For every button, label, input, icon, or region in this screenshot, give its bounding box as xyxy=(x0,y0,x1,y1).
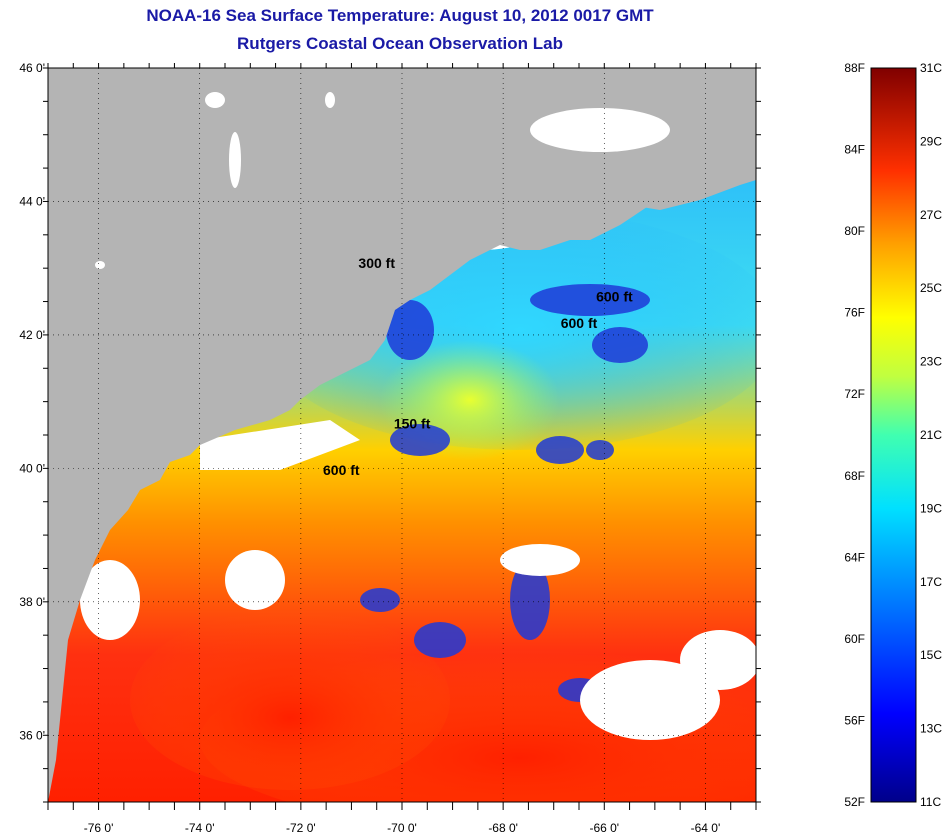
colorbar-fahrenheit-label: 64F xyxy=(844,550,865,564)
lat-label: 38 0' xyxy=(19,595,45,609)
colorbar-fahrenheit-label: 68F xyxy=(844,469,865,483)
isobath-label: 600 ft xyxy=(323,462,360,478)
lon-label: -72 0' xyxy=(286,821,316,835)
lon-label: -68 0' xyxy=(488,821,518,835)
colorbar-celsius-label: 31C xyxy=(920,61,942,75)
lon-label: -66 0' xyxy=(589,821,619,835)
lon-label: -76 0' xyxy=(84,821,114,835)
colorbar-fahrenheit-label: 88F xyxy=(844,61,865,75)
colorbar-fahrenheit-label: 60F xyxy=(844,632,865,646)
land-mass xyxy=(48,68,756,802)
isobath-label: 600 ft xyxy=(596,289,633,305)
colorbar-celsius-label: 17C xyxy=(920,575,942,589)
colorbar-fahrenheit-label: 76F xyxy=(844,306,865,320)
colorbar-celsius-label: 13C xyxy=(920,722,942,736)
isobath-label: 600 ft xyxy=(561,315,598,331)
lat-label: 46 0' xyxy=(19,61,45,75)
lat-label: 44 0' xyxy=(19,194,45,208)
map-area xyxy=(48,68,756,802)
lon-label: -70 0' xyxy=(387,821,417,835)
color-bar xyxy=(870,67,917,803)
nova-scotia-land xyxy=(610,118,756,210)
colorbar-celsius-label: 23C xyxy=(920,355,942,369)
axis-ticks: 46 0' 44 0' 42 0' 40 0' 38 0' 36 0' -76 0' -74 … xyxy=(19,61,761,835)
colorbar-celsius-label: 11C xyxy=(920,795,941,809)
color-bar-ticks: 88F 84F 80F 76F 72F 68F 64F 60F 56F 52F 31C 29C 27C 2… xyxy=(844,61,942,809)
colorbar-celsius-label: 19C xyxy=(920,501,942,515)
lat-label: 36 0' xyxy=(19,728,45,742)
map-subtitle: Rutgers Coastal Ocean Observation Lab xyxy=(237,34,563,53)
map-title: NOAA-16 Sea Surface Temperature: August … xyxy=(146,6,654,25)
colorbar-fahrenheit-label: 72F xyxy=(844,387,865,401)
isobath-label: 300 ft xyxy=(358,255,395,271)
inland-water xyxy=(95,92,670,269)
lat-label: 42 0' xyxy=(19,328,45,342)
isobath-labels: 600 ft 600 ft 300 ft 150 ft 600 ft xyxy=(323,255,633,478)
colorbar-celsius-label: 21C xyxy=(920,428,942,442)
colorbar-celsius-label: 29C xyxy=(920,134,942,148)
lon-label: -74 0' xyxy=(185,821,215,835)
colorbar-celsius-label: 27C xyxy=(920,208,942,222)
colorbar-celsius-label: 25C xyxy=(920,281,942,295)
lat-label: 40 0' xyxy=(19,461,45,475)
colorbar-fahrenheit-label: 80F xyxy=(844,224,865,238)
lon-label: -64 0' xyxy=(691,821,721,835)
colorbar-fahrenheit-label: 56F xyxy=(844,713,865,727)
colorbar-fahrenheit-label: 52F xyxy=(844,795,865,809)
southern-warm-region xyxy=(130,610,450,790)
isobath-label: 150 ft xyxy=(394,415,431,431)
colorbar-fahrenheit-label: 84F xyxy=(844,143,865,157)
colorbar-celsius-label: 15C xyxy=(920,648,942,662)
